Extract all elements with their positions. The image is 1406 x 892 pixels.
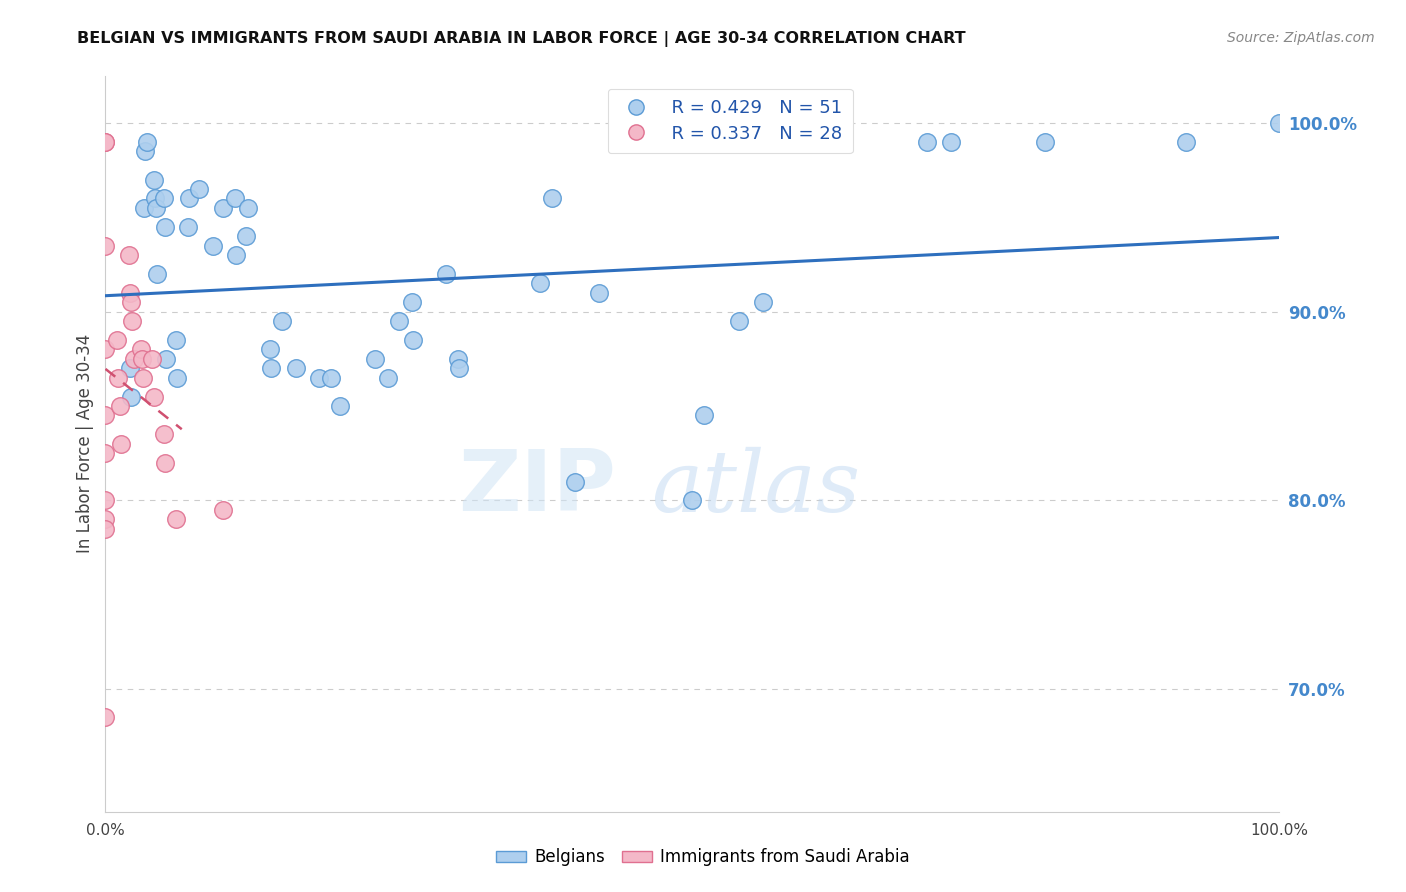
Point — [132, 370, 155, 384]
Point — [225, 248, 247, 262]
Point — [94, 512, 117, 526]
Point — [682, 493, 704, 508]
Point — [107, 370, 129, 384]
Point — [121, 314, 143, 328]
Point — [94, 238, 117, 252]
Point — [165, 512, 187, 526]
Point — [110, 437, 132, 451]
Point — [529, 277, 551, 291]
Point — [155, 351, 177, 366]
Point — [94, 135, 117, 149]
Point — [564, 475, 586, 489]
Point — [260, 361, 283, 376]
Point — [939, 135, 962, 149]
Point — [108, 399, 131, 413]
Point — [105, 333, 128, 347]
Legend: Belgians, Immigrants from Saudi Arabia: Belgians, Immigrants from Saudi Arabia — [489, 842, 917, 873]
Point — [120, 295, 142, 310]
Point — [202, 238, 225, 252]
Point — [143, 192, 166, 206]
Point — [259, 343, 281, 357]
Point — [211, 201, 233, 215]
Point — [94, 522, 117, 536]
Point — [120, 361, 142, 376]
Point — [94, 710, 117, 724]
Text: BELGIAN VS IMMIGRANTS FROM SAUDI ARABIA IN LABOR FORCE | AGE 30-34 CORRELATION C: BELGIAN VS IMMIGRANTS FROM SAUDI ARABIA … — [77, 31, 966, 47]
Point — [588, 285, 610, 300]
Point — [540, 192, 562, 206]
Point — [236, 201, 259, 215]
Point — [118, 248, 141, 262]
Point — [447, 351, 470, 366]
Point — [94, 135, 117, 149]
Point — [134, 145, 156, 159]
Point — [917, 135, 939, 149]
Point — [377, 370, 399, 384]
Point — [120, 285, 142, 300]
Point — [165, 333, 187, 347]
Point — [142, 390, 165, 404]
Point — [1174, 135, 1197, 149]
Point — [388, 314, 411, 328]
Point — [134, 201, 156, 215]
Point — [270, 314, 292, 328]
Y-axis label: In Labor Force | Age 30-34: In Labor Force | Age 30-34 — [76, 334, 94, 553]
Point — [129, 343, 152, 357]
Point — [728, 314, 751, 328]
Point — [308, 370, 330, 384]
Point — [146, 267, 169, 281]
Point — [319, 370, 342, 384]
Point — [166, 370, 188, 384]
Point — [447, 361, 470, 376]
Point — [752, 295, 775, 310]
Point — [224, 192, 246, 206]
Point — [235, 229, 257, 244]
Point — [142, 172, 165, 186]
Text: atlas: atlas — [651, 447, 860, 529]
Point — [434, 267, 457, 281]
Point — [1268, 116, 1291, 130]
Point — [155, 456, 177, 470]
Point — [153, 427, 176, 442]
Point — [135, 135, 157, 149]
Point — [402, 333, 425, 347]
Point — [176, 219, 198, 234]
Point — [94, 343, 117, 357]
Point — [153, 192, 176, 206]
Point — [145, 201, 167, 215]
Point — [94, 409, 117, 423]
Point — [329, 399, 352, 413]
Point — [94, 493, 117, 508]
Legend:   R = 0.429   N = 51,   R = 0.337   N = 28: R = 0.429 N = 51, R = 0.337 N = 28 — [607, 88, 853, 153]
Point — [155, 219, 177, 234]
Point — [120, 390, 142, 404]
Point — [177, 192, 200, 206]
Text: Source: ZipAtlas.com: Source: ZipAtlas.com — [1227, 31, 1375, 45]
Point — [188, 182, 211, 196]
Point — [131, 351, 153, 366]
Point — [211, 503, 233, 517]
Point — [284, 361, 307, 376]
Point — [122, 351, 145, 366]
Point — [1033, 135, 1056, 149]
Point — [141, 351, 163, 366]
Point — [94, 446, 117, 460]
Point — [364, 351, 387, 366]
Text: ZIP: ZIP — [458, 446, 616, 530]
Point — [693, 409, 716, 423]
Point — [401, 295, 423, 310]
